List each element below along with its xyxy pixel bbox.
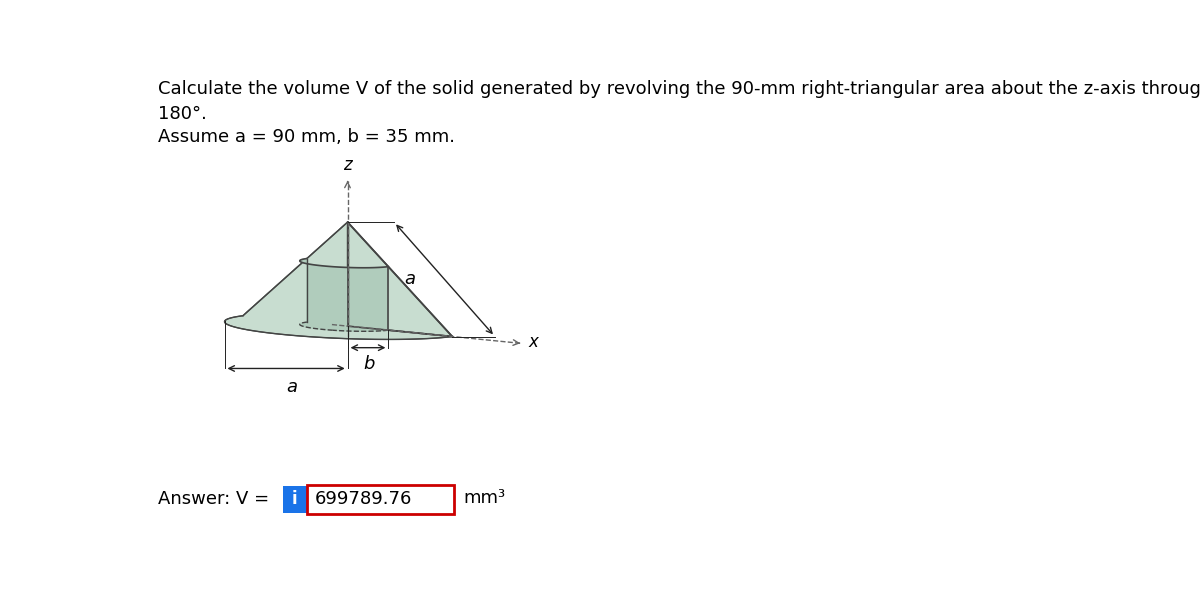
FancyBboxPatch shape — [306, 485, 454, 514]
Text: Calculate the volume V of the solid generated by revolving the 90-mm right-trian: Calculate the volume V of the solid gene… — [157, 80, 1200, 97]
Polygon shape — [242, 222, 348, 326]
Text: Answer: V =: Answer: V = — [157, 490, 269, 508]
Text: Assume a = 90 mm, b = 35 mm.: Assume a = 90 mm, b = 35 mm. — [157, 128, 455, 147]
Text: 180°.: 180°. — [157, 105, 206, 123]
Text: i: i — [292, 490, 298, 508]
Text: b: b — [364, 356, 376, 373]
FancyBboxPatch shape — [283, 485, 306, 513]
Text: a: a — [287, 378, 298, 396]
Text: a: a — [404, 270, 415, 288]
Polygon shape — [224, 222, 452, 340]
Text: z: z — [343, 156, 352, 175]
Polygon shape — [348, 222, 452, 337]
Text: mm³: mm³ — [463, 489, 505, 507]
Text: x: x — [528, 333, 538, 351]
Polygon shape — [300, 259, 389, 331]
Text: 699789.76: 699789.76 — [314, 490, 412, 508]
